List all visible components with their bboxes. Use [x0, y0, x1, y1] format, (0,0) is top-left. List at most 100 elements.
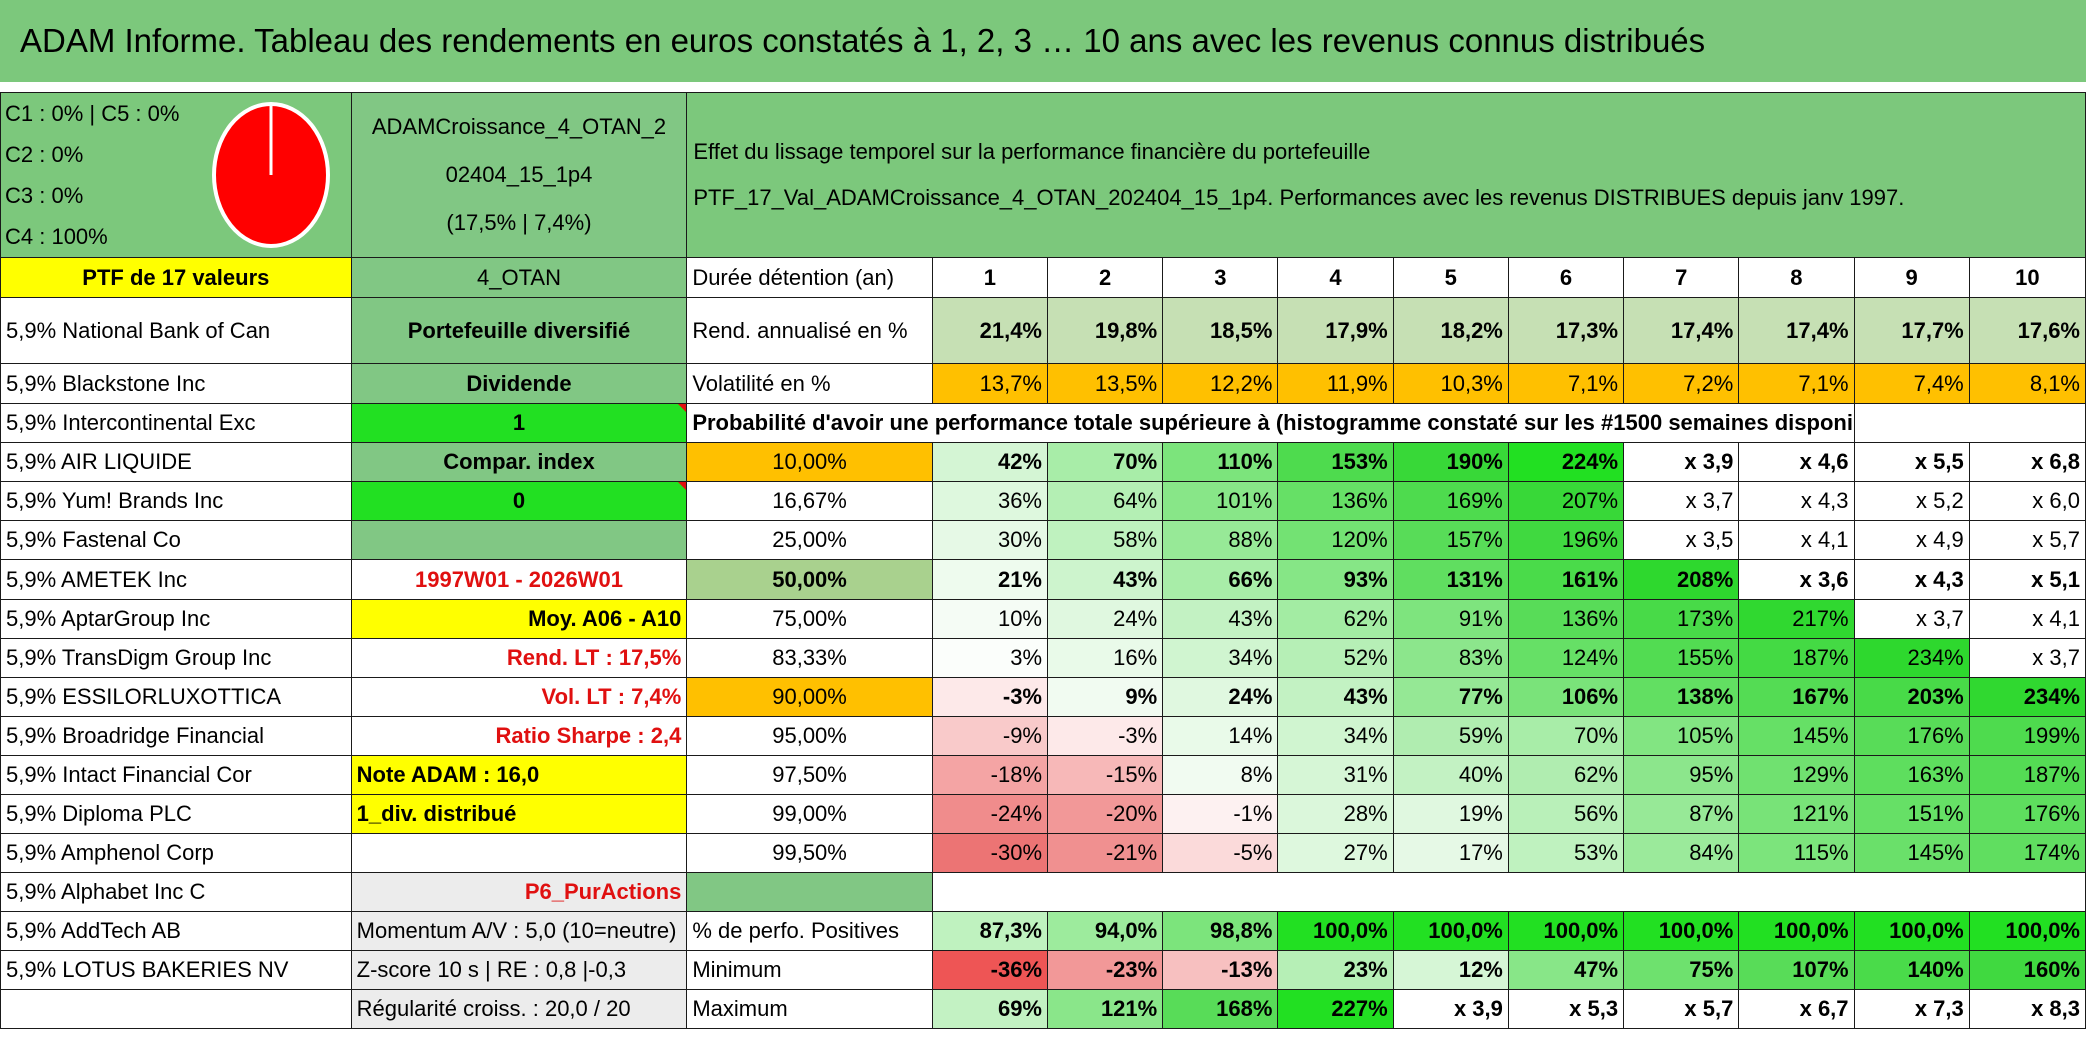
holding-row: 5,9% Diploma PLC: [0, 794, 352, 834]
prob-value: x 3,5: [1623, 520, 1740, 560]
year-2: 2: [1046, 257, 1164, 298]
prob-row: 5,9% AMETEK Inc 1997W01 - 2026W01 50,00% 21…: [0, 559, 2086, 600]
prob-value: 64%: [1046, 481, 1164, 521]
prob-value: -20%: [1046, 794, 1164, 834]
prob-value: x 4,6: [1738, 442, 1855, 482]
vol-value: 13,5%: [1046, 363, 1164, 404]
holding-row: 5,9% Intercontinental Exc: [0, 403, 352, 443]
prob-value: 9%: [1046, 677, 1164, 717]
pos-value: 100,0%: [1277, 911, 1394, 951]
note-adam: Note ADAM : 16,0: [350, 755, 688, 795]
max-value: 227%: [1277, 989, 1394, 1029]
year-5: 5: [1392, 257, 1509, 298]
prob-header-row: 5,9% Intercontinental Exc 1 Probabilité d'…: [0, 403, 2086, 443]
rend-lt: Rend. LT : 17,5%: [350, 638, 688, 678]
prob-value: x 4,1: [1738, 520, 1855, 560]
indicator-zero: 0: [350, 481, 688, 521]
prob-value: 14%: [1162, 716, 1279, 756]
legend-c2: C2 : 0%: [5, 142, 84, 167]
prob-value: x 5,7: [1968, 520, 2086, 560]
percentile-label: 90,00%: [686, 677, 933, 717]
prob-value: -3%: [931, 677, 1049, 717]
min-value: -23%: [1046, 950, 1164, 990]
performance-table: C1 : 0% | C5 : 0% C2 : 0% C3 : 0% C4 : 1…: [0, 92, 2086, 1029]
ratio-sharpe: Ratio Sharpe : 2,4: [350, 716, 688, 756]
prob-value: 115%: [1738, 833, 1855, 873]
prob-value: 84%: [1623, 833, 1740, 873]
page-title: ADAM Informe. Tableau des rendements en …: [20, 22, 1706, 59]
rend-value: 17,6%: [1968, 297, 2086, 364]
prob-value: 59%: [1392, 716, 1509, 756]
prob-row: 5,9% TransDigm Group Inc Rend. LT : 17,5%…: [0, 638, 2086, 678]
pos-label: % de perfo. Positives: [686, 911, 933, 951]
rend-value: 18,2%: [1392, 297, 1509, 364]
div-distribue: 1_div. distribué: [350, 794, 688, 834]
prob-value: 208%: [1623, 559, 1740, 600]
prob-value: 70%: [1046, 442, 1164, 482]
prob-value: -30%: [931, 833, 1049, 873]
prob-value: 196%: [1507, 520, 1625, 560]
empty-cell: [350, 833, 688, 873]
pos-value: 100,0%: [1968, 911, 2086, 951]
dividende-label: Dividende: [350, 363, 688, 404]
prob-value: 145%: [1738, 716, 1855, 756]
empty-cell: [1853, 403, 2086, 443]
regularite-label: Régularité croiss. : 20,0 / 20: [350, 989, 688, 1029]
prob-value: x 6,8: [1968, 442, 2086, 482]
prob-value: 105%: [1623, 716, 1740, 756]
vol-label: Volatilité en %: [686, 363, 933, 404]
min-value: 47%: [1507, 950, 1625, 990]
prob-value: 131%: [1392, 559, 1509, 600]
max-value: 69%: [931, 989, 1049, 1029]
max-value: x 6,7: [1738, 989, 1855, 1029]
allocation-pie-chart: [212, 102, 330, 248]
percentile-label: 83,33%: [686, 638, 933, 678]
max-value: x 5,3: [1507, 989, 1625, 1029]
vol-value: 7,2%: [1623, 363, 1740, 404]
prob-value: 234%: [1853, 638, 1970, 678]
prob-value: 62%: [1507, 755, 1625, 795]
prob-value: 24%: [1046, 599, 1164, 639]
prob-value: 106%: [1507, 677, 1625, 717]
prob-value: 167%: [1738, 677, 1855, 717]
min-value: 75%: [1623, 950, 1740, 990]
alphabet-row: 5,9% Alphabet Inc C P6_PurActions: [0, 872, 2086, 912]
effect-description: Effet du lissage temporel sur la perform…: [686, 92, 2086, 258]
prob-value: -9%: [931, 716, 1049, 756]
momentum-label: Momentum A/V : 5,0 (10=neutre): [350, 911, 688, 951]
prob-value: 121%: [1738, 794, 1855, 834]
max-label: Maximum: [686, 989, 933, 1029]
prob-value: 153%: [1277, 442, 1394, 482]
max-value: 168%: [1162, 989, 1279, 1029]
prob-value: 88%: [1162, 520, 1279, 560]
vol-value: 7,1%: [1507, 363, 1625, 404]
prob-value: 161%: [1507, 559, 1625, 600]
p6-label: P6_PurActions: [350, 872, 688, 912]
prob-value: 207%: [1507, 481, 1625, 521]
rend-value: 17,3%: [1507, 297, 1625, 364]
portfolio-name: ADAMCroissance_4_OTAN_2 02404_15_1p4 (17…: [350, 92, 688, 258]
prob-value: 8%: [1162, 755, 1279, 795]
prob-value: 163%: [1853, 755, 1970, 795]
prob-value: 138%: [1623, 677, 1740, 717]
prob-row: 5,9% Diploma PLC 1_div. distribué 99,00% -2…: [0, 794, 2086, 834]
prob-value: x 5,1: [1968, 559, 2086, 600]
prob-value: 34%: [1277, 716, 1394, 756]
min-row: 5,9% LOTUS BAKERIES NV Z-score 10 s | RE …: [0, 950, 2086, 990]
prob-value: 187%: [1968, 755, 2086, 795]
min-label: Minimum: [686, 950, 933, 990]
pos-value: 100,0%: [1623, 911, 1740, 951]
otan-header: 4_OTAN: [350, 257, 688, 298]
holding-row: 5,9% LOTUS BAKERIES NV: [0, 950, 352, 990]
prob-value: 174%: [1968, 833, 2086, 873]
empty-cell: [931, 872, 2086, 912]
min-value: 12%: [1392, 950, 1509, 990]
prob-value: 30%: [931, 520, 1049, 560]
pos-row: 5,9% AddTech AB Momentum A/V : 5,0 (10=ne…: [0, 911, 2086, 951]
vol-value: 11,9%: [1277, 363, 1394, 404]
pos-value: 100,0%: [1392, 911, 1509, 951]
duree-label: Durée détention (an): [686, 257, 933, 298]
prob-value: 83%: [1392, 638, 1509, 678]
prob-value: 87%: [1623, 794, 1740, 834]
